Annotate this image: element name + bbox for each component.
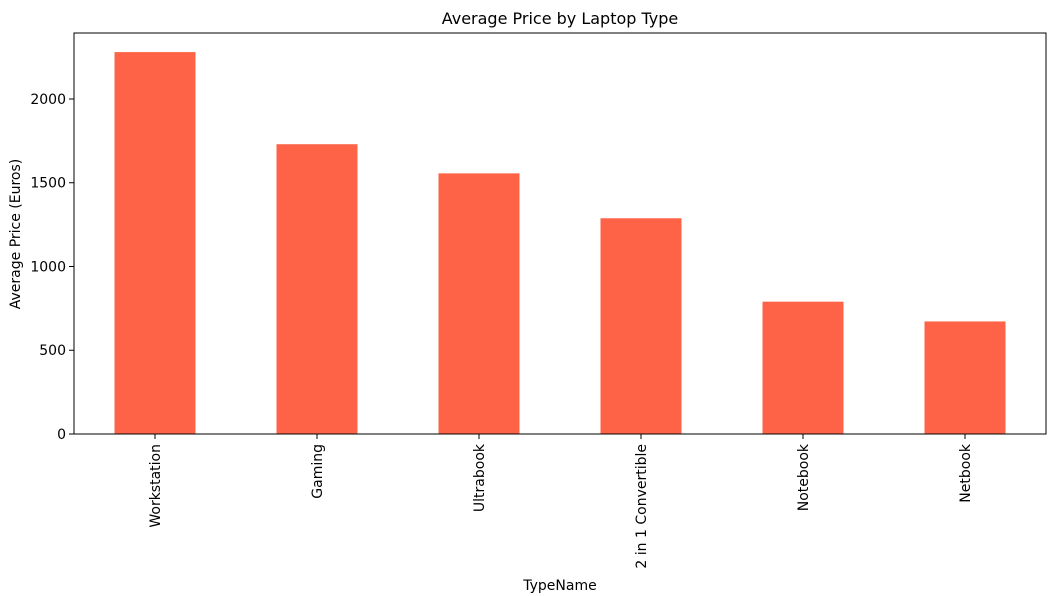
- y-tick-label: 0: [57, 427, 66, 443]
- bar-netbook: [924, 321, 1006, 434]
- bar-ultrabook: [438, 173, 520, 434]
- y-tick-label: 500: [39, 343, 66, 359]
- x-tick-label: Workstation: [148, 444, 164, 528]
- x-axis: Workstation Gaming Ultrabook 2 in 1 Convert…: [148, 434, 974, 569]
- bar-2-in-1-convertible: [600, 218, 682, 434]
- x-tick-label: Netbook: [958, 443, 974, 503]
- y-axis-label: Average Price (Euros): [8, 159, 24, 310]
- x-tick-label: Ultrabook: [472, 443, 488, 512]
- y-tick-label: 1000: [30, 259, 66, 275]
- bar-notebook: [762, 301, 844, 434]
- y-tick-label: 2000: [30, 92, 66, 108]
- chart-title: Average Price by Laptop Type: [442, 9, 679, 28]
- bar-gaming: [276, 144, 358, 435]
- y-axis: 0 500 1000 1500 2000: [30, 92, 74, 443]
- x-tick-label: Notebook: [796, 443, 812, 511]
- bars-group: [114, 52, 1006, 435]
- x-axis-label: TypeName: [522, 578, 596, 594]
- x-tick-label: 2 in 1 Convertible: [634, 444, 650, 569]
- x-tick-label: Gaming: [310, 444, 326, 499]
- y-tick-label: 1500: [30, 176, 66, 192]
- plot-frame: [73, 32, 1047, 435]
- bar-workstation: [114, 52, 196, 434]
